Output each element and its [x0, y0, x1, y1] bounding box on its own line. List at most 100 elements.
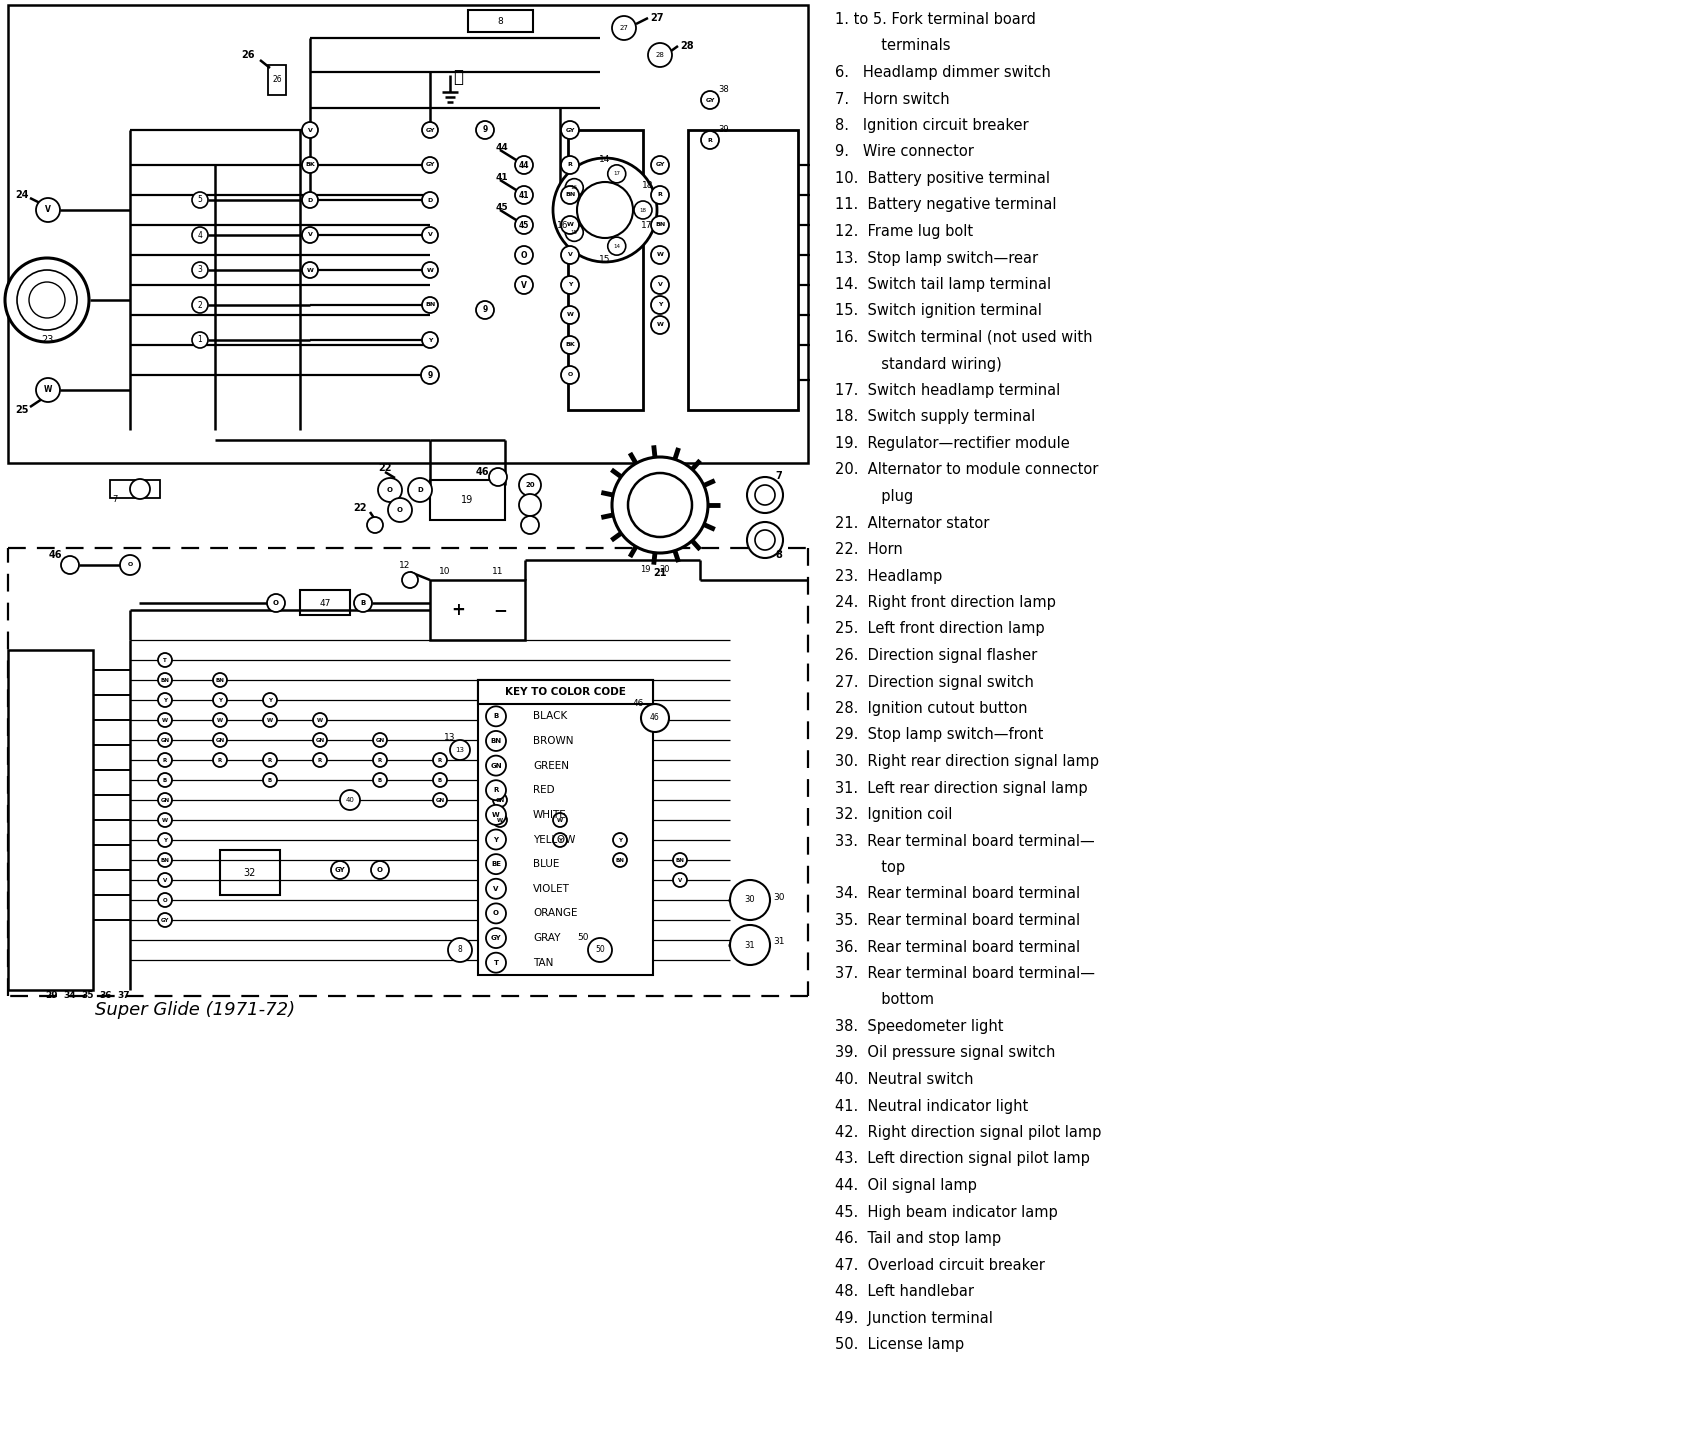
Text: 2: 2: [197, 301, 202, 310]
Text: V: V: [46, 205, 51, 215]
Text: GY: GY: [336, 867, 346, 872]
Circle shape: [561, 336, 578, 353]
Text: 44: 44: [519, 160, 529, 170]
Text: B: B: [378, 778, 383, 782]
Text: Y: Y: [268, 698, 271, 702]
Text: V: V: [678, 878, 683, 883]
Circle shape: [263, 712, 277, 727]
Text: 24.  Right front direction lamp: 24. Right front direction lamp: [835, 595, 1055, 611]
Circle shape: [373, 774, 388, 787]
Circle shape: [641, 704, 669, 731]
Text: GN: GN: [376, 737, 384, 743]
Text: GY: GY: [160, 917, 169, 922]
Circle shape: [158, 673, 172, 686]
Circle shape: [673, 853, 686, 867]
Circle shape: [634, 201, 652, 220]
Text: R: R: [568, 163, 573, 167]
Text: TAN: TAN: [533, 958, 553, 968]
Circle shape: [422, 332, 438, 348]
Text: BK: BK: [305, 163, 315, 167]
Circle shape: [514, 276, 533, 294]
Circle shape: [314, 712, 327, 727]
Text: 28.  Ignition cutout button: 28. Ignition cutout button: [835, 701, 1027, 715]
Text: Y: Y: [164, 698, 167, 702]
Text: 40: 40: [346, 797, 354, 803]
Circle shape: [158, 853, 172, 867]
Text: 10: 10: [440, 567, 450, 576]
Circle shape: [486, 829, 506, 849]
Circle shape: [519, 494, 541, 516]
Text: 39.  Oil pressure signal switch: 39. Oil pressure signal switch: [835, 1045, 1055, 1060]
Text: 31: 31: [772, 938, 784, 947]
Circle shape: [514, 156, 533, 174]
Text: 49.  Junction terminal: 49. Junction terminal: [835, 1310, 993, 1326]
Bar: [8, 650, 93, 990]
Text: V: V: [568, 253, 573, 257]
Text: 41: 41: [519, 190, 529, 199]
Text: 3: 3: [197, 266, 202, 275]
Text: 30: 30: [772, 893, 784, 901]
Text: O: O: [273, 601, 278, 606]
Text: B: B: [361, 601, 366, 606]
Text: 15.  Switch ignition terminal: 15. Switch ignition terminal: [835, 304, 1042, 318]
Circle shape: [422, 122, 438, 138]
Text: GY: GY: [425, 163, 435, 167]
Text: 27.  Direction signal switch: 27. Direction signal switch: [835, 675, 1034, 689]
Text: 33.  Rear terminal board terminal—: 33. Rear terminal board terminal—: [835, 833, 1094, 849]
Circle shape: [521, 516, 540, 534]
Circle shape: [158, 712, 172, 727]
Text: R: R: [658, 192, 663, 198]
Text: 46: 46: [632, 698, 644, 708]
Text: 29.  Stop lamp switch—front: 29. Stop lamp switch—front: [835, 727, 1044, 743]
Text: BN: BN: [676, 858, 685, 862]
Text: 17: 17: [614, 172, 620, 176]
Text: 44: 44: [496, 142, 509, 151]
Text: O: O: [568, 372, 573, 378]
Text: Y: Y: [568, 282, 572, 288]
Circle shape: [302, 192, 319, 208]
Text: 43.  Left direction signal pilot lamp: 43. Left direction signal pilot lamp: [835, 1152, 1089, 1166]
Circle shape: [408, 478, 432, 502]
Circle shape: [373, 753, 388, 768]
Bar: [568, 129, 642, 410]
Text: BE: BE: [491, 861, 501, 867]
Circle shape: [373, 733, 388, 747]
Text: R: R: [438, 758, 442, 762]
Text: 10.  Battery positive terminal: 10. Battery positive terminal: [835, 172, 1050, 186]
Text: R: R: [268, 758, 271, 762]
Circle shape: [486, 878, 506, 899]
Circle shape: [701, 131, 718, 148]
Circle shape: [486, 853, 506, 874]
Circle shape: [561, 121, 578, 140]
Text: 16.  Switch terminal (not used with: 16. Switch terminal (not used with: [835, 330, 1093, 345]
Text: BN: BN: [654, 222, 664, 227]
Text: V: V: [494, 885, 499, 891]
Text: 46: 46: [475, 467, 489, 477]
Text: VIOLET: VIOLET: [533, 884, 570, 894]
Text: plug: plug: [835, 489, 914, 505]
Text: 35: 35: [81, 992, 94, 1000]
Circle shape: [302, 262, 319, 278]
Circle shape: [647, 44, 673, 67]
Text: 9: 9: [482, 125, 487, 135]
Text: BN: BN: [160, 858, 169, 862]
Text: O: O: [162, 897, 167, 903]
Circle shape: [553, 833, 566, 848]
Circle shape: [561, 246, 578, 265]
Text: GY: GY: [491, 935, 501, 941]
Circle shape: [486, 731, 506, 750]
Circle shape: [158, 813, 172, 827]
Text: BN: BN: [615, 858, 624, 862]
Text: GY: GY: [425, 128, 435, 132]
Text: O: O: [492, 910, 499, 916]
Circle shape: [730, 925, 771, 965]
Text: 1: 1: [197, 336, 202, 345]
Text: BN: BN: [565, 192, 575, 198]
Text: RED: RED: [533, 785, 555, 795]
Circle shape: [433, 753, 447, 768]
Circle shape: [158, 653, 172, 667]
Text: W: W: [307, 268, 314, 272]
Text: −: −: [492, 601, 507, 619]
Text: B: B: [438, 778, 442, 782]
Text: BLACK: BLACK: [533, 711, 566, 721]
